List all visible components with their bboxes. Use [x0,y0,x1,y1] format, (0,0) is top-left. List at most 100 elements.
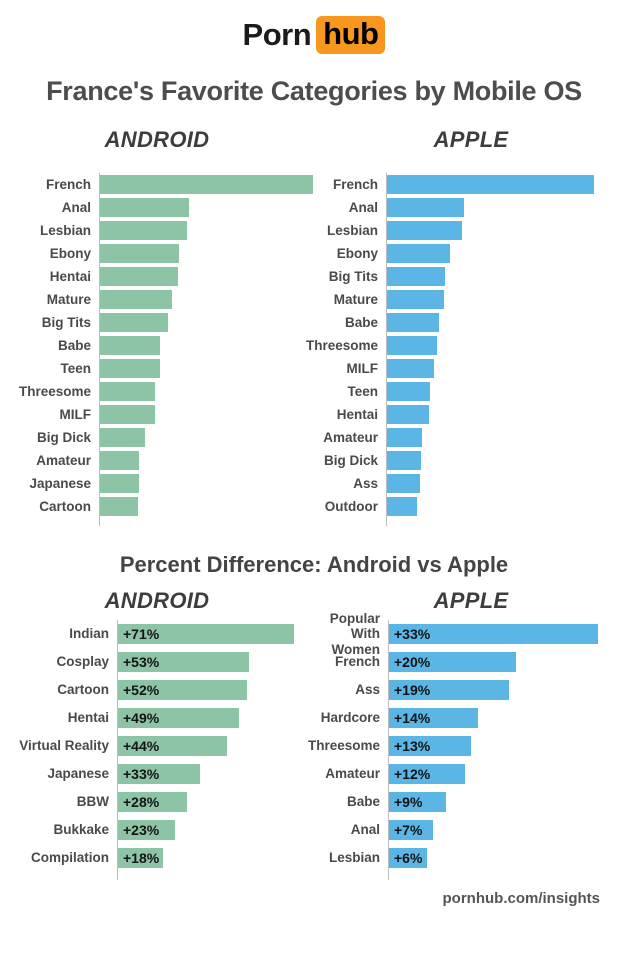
chart-row: Mature [314,288,628,311]
bar [100,382,156,401]
bar: +6% [389,848,427,868]
category-label: Ebony [336,245,378,261]
bar-cell [386,334,628,357]
subtitle-apple-bottom: APPLE [433,588,509,613]
category-label: Mature [333,291,378,307]
category-label: Popular With Women [329,611,380,657]
value-label: +71% [123,626,160,642]
chart-row: Threesome +13% [308,732,628,760]
chart-row: BBW +28% [0,788,314,816]
bar-cell [386,403,628,426]
bar-cell [386,472,628,495]
category-label: Threesome [305,337,378,353]
category-label: Cosplay [56,654,109,670]
subtitle-apple-top: APPLE [433,127,509,152]
chart-row: Virtual Reality +44% [0,732,314,760]
bar-cell: +71% [117,620,314,648]
bar-cell [99,334,314,357]
bar: +14% [389,708,478,728]
category-label: Big Tits [41,314,91,330]
bottom-subtitles: ANDROID APPLE [0,588,628,614]
bar-cell: +49% [117,704,314,732]
bar [387,221,462,240]
bar [100,405,156,424]
bar: +7% [389,820,434,840]
category-label: Mature [46,291,91,307]
chart-row: Cosplay +53% [0,648,314,676]
chart-row: Big Dick [314,449,628,472]
bar-cell: +12% [388,760,628,788]
bar-cell: +13% [388,732,628,760]
bar [100,267,178,286]
category-label: Big Dick [36,429,91,445]
bar-cell [386,265,628,288]
category-label: Anal [348,199,378,215]
value-label: +18% [123,850,160,866]
category-label: Outdoor [324,498,378,514]
bar-cell: +44% [117,732,314,760]
chart-top-apple: French Anal Lesbian Ebony Big Tits Mature Babe… [305,173,628,526]
bar-cell [99,311,314,334]
bar-cell: +23% [117,816,314,844]
chart-row: Amateur +12% [314,760,628,788]
bar: +20% [389,652,516,672]
bar-cell [386,311,628,334]
category-label: Babe [57,337,91,353]
chart-row: Teen [314,380,628,403]
chart-row: Anal +7% [314,816,628,844]
bar-cell: +33% [388,620,628,648]
value-label: +19% [394,682,431,698]
bar: +13% [389,736,472,756]
bar-cell [386,426,628,449]
chart-row: Big Dick [0,426,314,449]
chart-row: Indian +71% [0,620,314,648]
chart-row: Japanese +33% [0,760,314,788]
bar: +33% [118,764,200,784]
bar [387,359,434,378]
bar-cell [386,288,628,311]
bar-cell [386,173,628,196]
bar-cell [99,472,314,495]
bar [387,474,421,493]
bar-cell: +6% [388,844,628,872]
bar-cell [99,196,314,219]
bar-cell: +18% [117,844,314,872]
bar: +9% [389,792,446,812]
bar [100,198,190,217]
bar: +12% [389,764,465,784]
chart-row: Popular With Women +33% [314,611,628,657]
value-label: +52% [123,682,160,698]
logo-row: Porn hub [0,0,628,54]
value-label: +33% [123,766,160,782]
value-label: +20% [394,654,431,670]
chart-row: Anal [0,196,314,219]
category-label: Ass [353,475,378,491]
bar-cell [99,242,314,265]
chart-row: Amateur [314,426,628,449]
value-label: +53% [123,654,160,670]
bar [100,221,188,240]
bar: +18% [118,848,163,868]
value-label: +7% [394,822,423,838]
category-label: Anal [61,199,91,215]
chart-row: Bukkake +23% [0,816,314,844]
bar-cell [386,449,628,472]
category-label: Teen [347,383,378,399]
chart-row: Ass [314,472,628,495]
category-label: Amateur [325,766,380,782]
bar [387,267,445,286]
category-label: Hardcore [320,710,380,726]
chart-row: Babe [0,334,314,357]
chart-row: Hentai [314,403,628,426]
bar [100,497,139,516]
bar: +19% [389,680,510,700]
bar-cell [386,380,628,403]
chart-row: Lesbian [0,219,314,242]
category-label: Lesbian [326,222,378,238]
bar-cell [99,380,314,403]
chart-row: Ebony [0,242,314,265]
chart-row: Big Tits [314,265,628,288]
bar: +71% [118,624,294,644]
chart-row: Mature [0,288,314,311]
top-subtitles: ANDROID APPLE [0,127,628,153]
